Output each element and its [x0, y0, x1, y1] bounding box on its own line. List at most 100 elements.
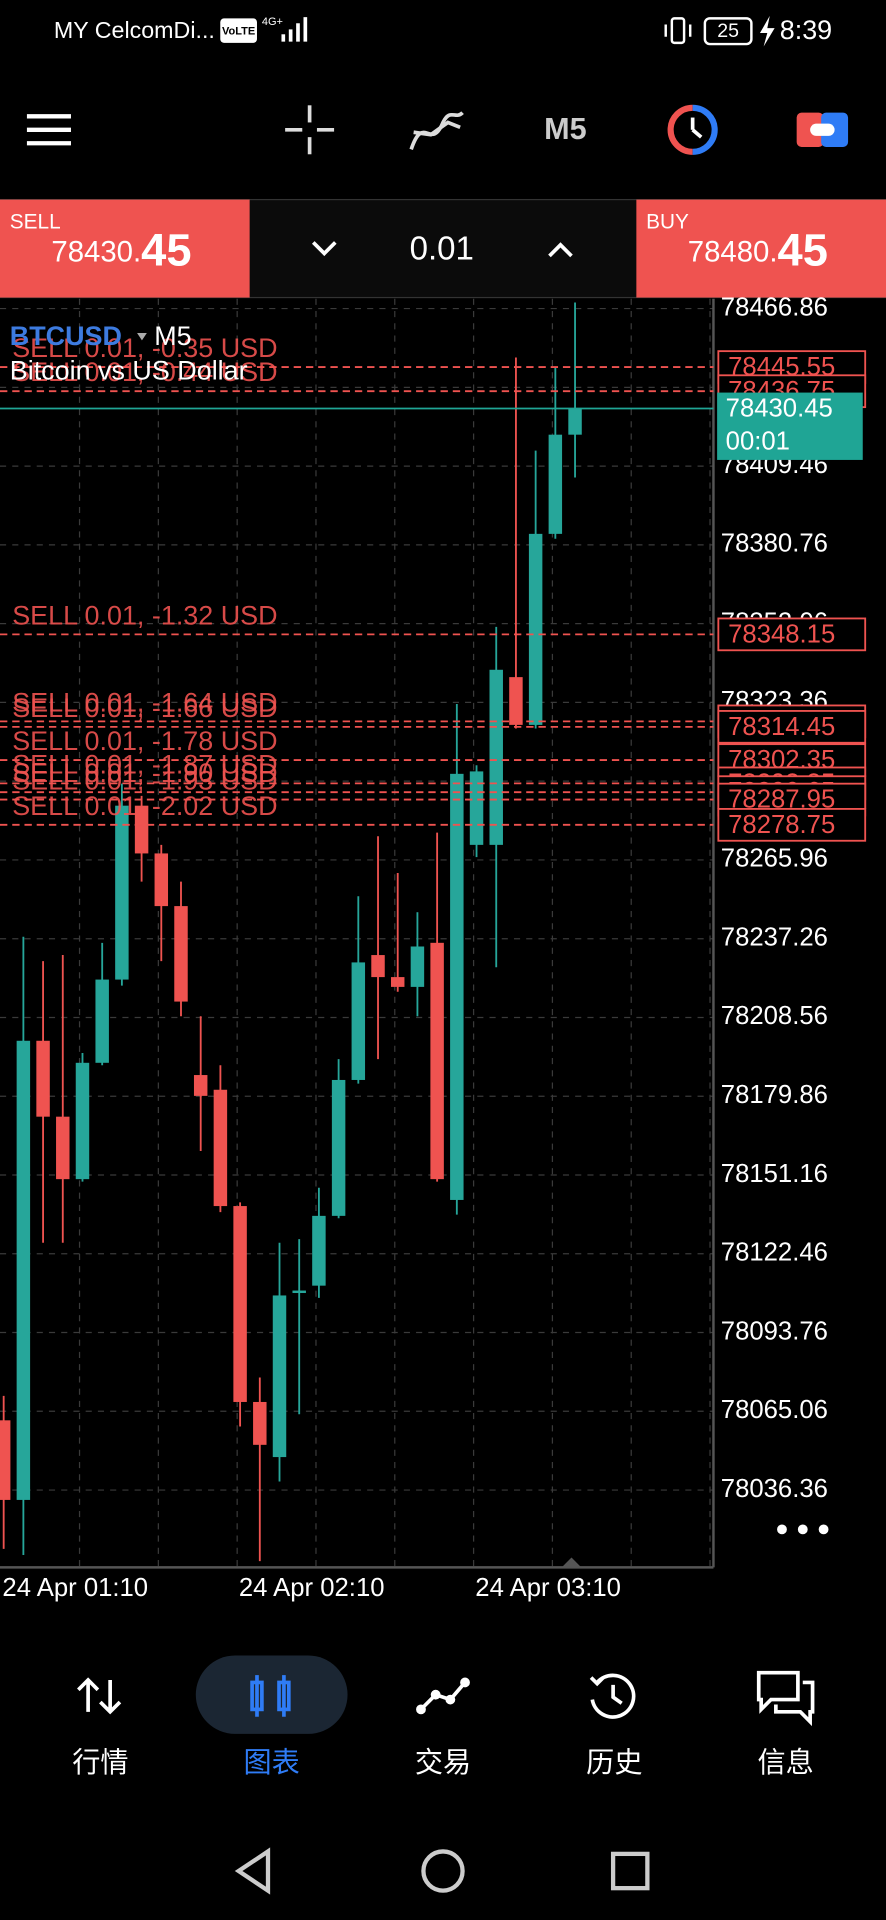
candle-body	[95, 979, 109, 1063]
symbol-dropdown	[137, 333, 147, 341]
candle-body	[154, 853, 169, 907]
candle-body	[56, 1116, 70, 1180]
current-price-label: 78430.45	[726, 395, 833, 423]
y-tick-label: 78466.86	[721, 293, 828, 321]
sell-price-big: 45	[141, 224, 191, 275]
y-tick-label: 78036.36	[721, 1475, 828, 1503]
history-icon	[589, 1673, 636, 1719]
volume-up[interactable]	[548, 242, 573, 258]
order-label: SELL 0.01, -1.66 USD	[12, 693, 277, 723]
candle-body	[528, 533, 543, 725]
more-button[interactable]	[777, 1524, 829, 1535]
scroll-marker	[561, 1557, 582, 1568]
order-price-label: 78278.75	[728, 811, 835, 839]
y-tick-label: 78122.46	[721, 1239, 828, 1267]
y-tick-label: 78179.86	[721, 1081, 828, 1109]
y-tick-label: 78065.06	[721, 1396, 828, 1424]
bottom-nav: 行情 图表 交易 历史 信息	[72, 1655, 815, 1778]
candle-body	[134, 805, 149, 854]
candle-body	[430, 942, 444, 1180]
buy-button[interactable]	[636, 199, 886, 298]
carrier: MY CelcomDi...	[54, 17, 215, 43]
order-label: SELL 0.01, -1.90 USD	[12, 758, 277, 788]
system-nav	[234, 1847, 650, 1895]
menu-button[interactable]	[26, 114, 71, 146]
symbol: BTCUSD	[10, 321, 122, 351]
volte-label: VoLTE	[222, 26, 255, 38]
order-price-box	[717, 807, 867, 842]
volume-down[interactable]	[311, 241, 337, 257]
current-price-box	[717, 392, 863, 460]
clock: 8:39	[780, 15, 832, 45]
chart[interactable]: 78466.8678438.1678409.4678380.7678352.06…	[0, 293, 867, 1602]
buy-label: BUY	[646, 210, 689, 233]
candle-body	[450, 773, 464, 1200]
buy-price: 78480.45	[688, 224, 828, 275]
candle-body	[489, 669, 503, 845]
bar-timer: 00:01	[726, 428, 790, 456]
candle-body	[390, 977, 405, 987]
nav-label[interactable]: 行情	[72, 1747, 128, 1778]
candle-body	[509, 677, 523, 725]
candle-body	[312, 1215, 326, 1286]
candle-body	[253, 1401, 267, 1445]
toolbar: M5	[26, 104, 849, 155]
trade-icon	[416, 1677, 470, 1715]
candle-body	[115, 805, 129, 980]
candle-body	[36, 1040, 50, 1117]
candle-body	[568, 408, 582, 435]
indicators-button[interactable]	[409, 111, 464, 150]
candle-body	[75, 1062, 90, 1180]
y-tick-label: 78265.96	[721, 845, 828, 873]
chart-timeframe: M5	[154, 321, 191, 351]
nav-label[interactable]: 历史	[586, 1747, 642, 1778]
candle-body	[213, 1089, 228, 1207]
nav-label[interactable]: 交易	[415, 1747, 471, 1778]
network-type: 4G+	[262, 16, 283, 28]
candle-body	[292, 1290, 306, 1294]
volume[interactable]: 0.01	[410, 231, 474, 268]
battery-level: 25	[717, 20, 739, 42]
y-tick-label: 78208.56	[721, 1002, 828, 1030]
order-label: SELL 0.01, -0.44 USD	[12, 357, 277, 387]
buy-price-main: 78480.	[688, 235, 778, 268]
buy-price-big: 45	[778, 224, 828, 275]
status-bar: MY CelcomDi... VoLTE 4G+ 25 8:39	[54, 15, 832, 47]
sell-button[interactable]	[0, 199, 250, 298]
battery-icon	[703, 17, 753, 46]
x-tick-label: 24 Apr 01:10	[2, 1574, 148, 1602]
signal-icon	[281, 17, 308, 42]
vibrate-icon	[664, 17, 692, 45]
order-label: SELL 0.01, -2.02 USD	[12, 791, 277, 821]
order-price-box	[717, 617, 867, 652]
candle-body	[174, 906, 188, 1002]
symbol-description: Bitcoin vs US Dollar	[10, 355, 248, 385]
y-tick-label: 78093.76	[721, 1317, 828, 1345]
quotes-icon	[77, 1677, 122, 1715]
messages-icon	[756, 1670, 815, 1727]
crosshair-button[interactable]	[285, 105, 335, 155]
nav-label[interactable]: 图表	[244, 1747, 300, 1778]
candle-body	[272, 1295, 287, 1458]
y-tick-label: 78380.76	[721, 530, 828, 558]
trade-button[interactable]	[796, 112, 849, 147]
home-button[interactable]	[421, 1849, 465, 1893]
order-price-label: 78348.15	[728, 620, 835, 648]
order-label: SELL 0.01, -1.78 USD	[12, 726, 277, 756]
y-tick-label: 78151.16	[721, 1160, 828, 1188]
timeframe-button[interactable]: M5	[544, 112, 586, 146]
recents-button[interactable]	[610, 1851, 650, 1891]
candle-body	[233, 1206, 247, 1402]
candle-body	[410, 946, 425, 987]
x-tick-label: 24 Apr 03:10	[475, 1574, 621, 1602]
candle-body	[331, 1079, 346, 1216]
back-button[interactable]	[234, 1847, 271, 1895]
nav-label[interactable]: 信息	[758, 1747, 814, 1778]
sell-price: 78430.45	[51, 224, 191, 275]
order-label: SELL 0.01, -1.32 USD	[12, 600, 277, 630]
x-tick-label: 24 Apr 02:10	[239, 1574, 385, 1602]
objects-button[interactable]	[667, 104, 718, 155]
charging-icon	[759, 15, 775, 47]
